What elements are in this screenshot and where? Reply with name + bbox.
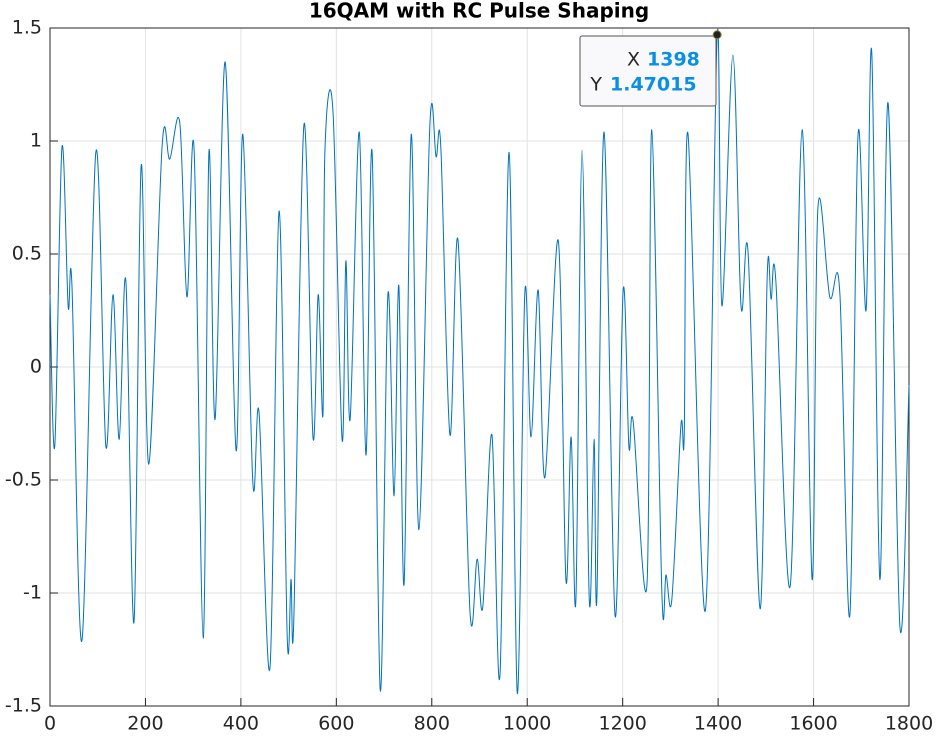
datatip-marker — [712, 30, 722, 40]
y-tick-label: 1.5 — [12, 17, 42, 39]
y-tick-label: -0.5 — [5, 469, 42, 491]
datatip-y-value: 1.47015 — [610, 74, 697, 96]
y-tick-label: -1.5 — [5, 695, 42, 717]
data-line — [49, 29, 910, 694]
x-tick-label: 200 — [127, 713, 163, 735]
axes-box — [49, 27, 910, 707]
x-tick-label: 1600 — [789, 713, 837, 735]
y-tick-label: -1 — [23, 582, 42, 604]
x-tick-label: 1800 — [885, 713, 933, 735]
y-tick-label: 0 — [30, 356, 42, 378]
x-tick-label: 1000 — [503, 713, 551, 735]
y-tick-label: 1 — [30, 130, 42, 152]
x-tick-label: 400 — [223, 713, 259, 735]
x-tick-label: 800 — [414, 713, 450, 735]
datatip-x-label: X — [627, 49, 640, 71]
y-tick-label: 0.5 — [12, 243, 42, 265]
x-tick-label: 0 — [44, 713, 56, 735]
chart-title: 16QAM with RC Pulse Shaping — [309, 0, 649, 23]
x-tick-label: 1400 — [694, 713, 742, 735]
x-tick-label: 1200 — [598, 713, 646, 735]
datatip-x-value: 1398 — [647, 49, 700, 71]
datatip-box — [579, 35, 717, 107]
x-tick-label: 600 — [318, 713, 354, 735]
datatip-y-label: Y — [589, 74, 602, 96]
